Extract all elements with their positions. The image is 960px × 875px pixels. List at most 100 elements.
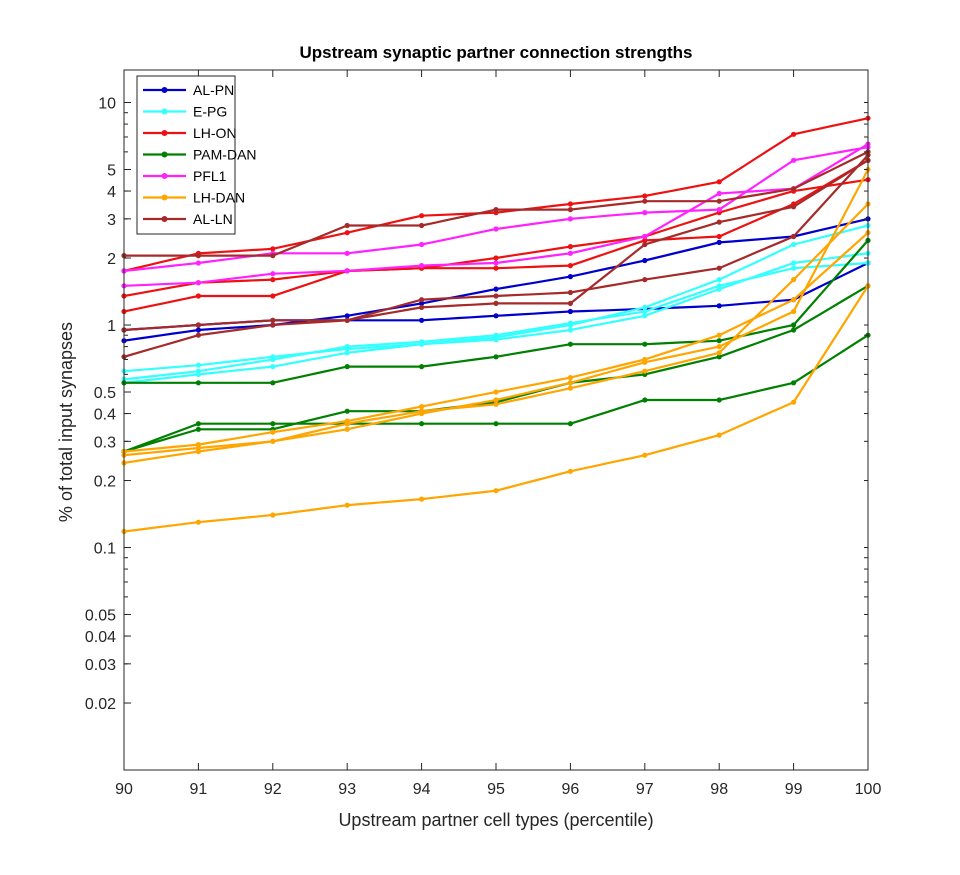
legend-label-al-ln: AL-LN bbox=[193, 211, 233, 227]
y-tick-label: 5 bbox=[107, 162, 116, 179]
y-tick-label: 0.03 bbox=[85, 657, 116, 674]
legend-marker-pam-dan bbox=[161, 151, 168, 158]
x-tick-label: 90 bbox=[115, 781, 133, 798]
data-point-lh-dan bbox=[791, 277, 797, 283]
data-point-e-pg bbox=[791, 265, 797, 271]
y-tick-label: 0.4 bbox=[94, 407, 116, 424]
data-point-al-ln bbox=[195, 322, 201, 328]
data-point-e-pg bbox=[344, 344, 350, 350]
data-point-lh-dan bbox=[344, 418, 350, 424]
data-point-al-ln bbox=[195, 332, 201, 338]
data-point-pam-dan bbox=[195, 421, 201, 427]
data-point-al-ln bbox=[642, 198, 648, 204]
legend-marker-e-pg bbox=[161, 108, 168, 115]
data-point-al-pn bbox=[419, 300, 425, 306]
data-point-lh-dan bbox=[642, 368, 648, 374]
data-point-lh-dan bbox=[270, 512, 276, 518]
y-axis-title: % of total input synapses bbox=[56, 322, 76, 522]
data-point-lh-on bbox=[716, 233, 722, 240]
data-point-lh-dan bbox=[642, 452, 648, 458]
data-point-al-ln bbox=[344, 317, 350, 323]
plot-frame bbox=[123, 69, 869, 771]
data-point-lh-dan bbox=[493, 389, 499, 395]
data-point-e-pg bbox=[270, 356, 276, 363]
data-point-lh-dan bbox=[493, 397, 499, 403]
legend-marker-al-ln bbox=[161, 216, 168, 222]
legend-label-pam-dan: PAM-DAN bbox=[193, 147, 257, 163]
x-tick-label: 94 bbox=[413, 781, 431, 798]
data-point-al-ln bbox=[791, 204, 797, 210]
y-tick-label: 0.02 bbox=[85, 696, 116, 713]
data-point-pam-dan bbox=[344, 408, 350, 414]
x-tick-label: 92 bbox=[264, 781, 282, 798]
y-tick-label: 10 bbox=[98, 96, 116, 113]
data-point-lh-dan bbox=[567, 385, 574, 391]
data-point-al-pn bbox=[493, 313, 499, 319]
x-tick-label: 100 bbox=[855, 781, 882, 798]
y-tick-label: 0.2 bbox=[94, 474, 116, 491]
data-point-al-ln bbox=[716, 219, 722, 225]
data-point-lh-dan bbox=[419, 404, 425, 410]
data-point-pfl1 bbox=[567, 250, 574, 256]
data-point-al-ln bbox=[419, 297, 425, 303]
data-point-pam-dan bbox=[567, 421, 574, 427]
data-point-pam-dan bbox=[270, 421, 276, 427]
data-point-pam-dan bbox=[716, 397, 722, 403]
data-point-lh-dan bbox=[716, 432, 722, 438]
legend-label-pfl1: PFL1 bbox=[193, 168, 227, 184]
data-point-pfl1 bbox=[493, 260, 499, 266]
data-point-pam-dan bbox=[195, 380, 201, 386]
data-point-pfl1 bbox=[493, 226, 499, 232]
data-point-pfl1 bbox=[270, 271, 276, 277]
data-point-lh-dan bbox=[567, 375, 574, 381]
data-point-pfl1 bbox=[716, 207, 722, 213]
data-point-lh-on bbox=[493, 265, 499, 271]
data-point-al-ln bbox=[344, 222, 350, 229]
data-point-pfl1 bbox=[344, 250, 350, 256]
data-point-pfl1 bbox=[567, 216, 574, 222]
data-point-al-ln bbox=[419, 222, 425, 229]
data-point-lh-dan bbox=[344, 426, 350, 432]
series-line-e-pg-1 bbox=[123, 252, 869, 373]
data-point-lh-on bbox=[567, 263, 574, 269]
data-point-lh-dan bbox=[493, 488, 499, 494]
data-point-al-ln bbox=[270, 317, 276, 323]
data-point-al-pn bbox=[344, 313, 350, 319]
data-point-al-ln bbox=[567, 300, 574, 306]
data-point-al-ln bbox=[716, 198, 722, 204]
data-point-al-ln bbox=[419, 304, 425, 310]
data-point-pam-dan bbox=[419, 364, 425, 370]
data-point-pfl1 bbox=[642, 233, 648, 240]
data-point-lh-dan bbox=[716, 332, 722, 338]
data-point-al-pn bbox=[493, 286, 499, 292]
chart-title: Upstream synaptic partner connection str… bbox=[300, 43, 693, 62]
data-point-al-pn bbox=[716, 239, 722, 245]
data-point-al-ln bbox=[791, 233, 797, 240]
data-point-pam-dan bbox=[567, 341, 574, 347]
data-point-lh-on bbox=[195, 293, 201, 299]
y-tick-label: 4 bbox=[107, 184, 116, 201]
data-point-al-ln bbox=[791, 186, 797, 192]
data-point-e-pg bbox=[493, 332, 499, 338]
x-axis-title: Upstream partner cell types (percentile) bbox=[338, 810, 653, 830]
data-point-lh-dan bbox=[791, 308, 797, 315]
data-point-e-pg bbox=[419, 339, 425, 345]
data-point-lh-on bbox=[270, 293, 276, 299]
data-point-e-pg bbox=[270, 364, 276, 370]
data-point-pfl1 bbox=[642, 210, 648, 216]
legend-marker-al-pn bbox=[161, 87, 168, 93]
x-tick-label: 95 bbox=[487, 781, 505, 798]
data-point-pam-dan bbox=[195, 426, 201, 432]
legend-label-e-pg: E-PG bbox=[193, 104, 227, 120]
plot-area bbox=[121, 115, 871, 535]
data-point-lh-dan bbox=[419, 408, 425, 414]
data-point-al-ln bbox=[642, 277, 648, 283]
data-point-lh-dan bbox=[195, 519, 201, 525]
data-point-lh-on bbox=[642, 193, 648, 199]
data-point-e-pg bbox=[195, 368, 201, 374]
data-point-e-pg bbox=[344, 350, 350, 356]
data-point-pfl1 bbox=[419, 263, 425, 269]
data-point-al-ln bbox=[493, 293, 499, 299]
x-tick-label: 93 bbox=[338, 781, 356, 798]
